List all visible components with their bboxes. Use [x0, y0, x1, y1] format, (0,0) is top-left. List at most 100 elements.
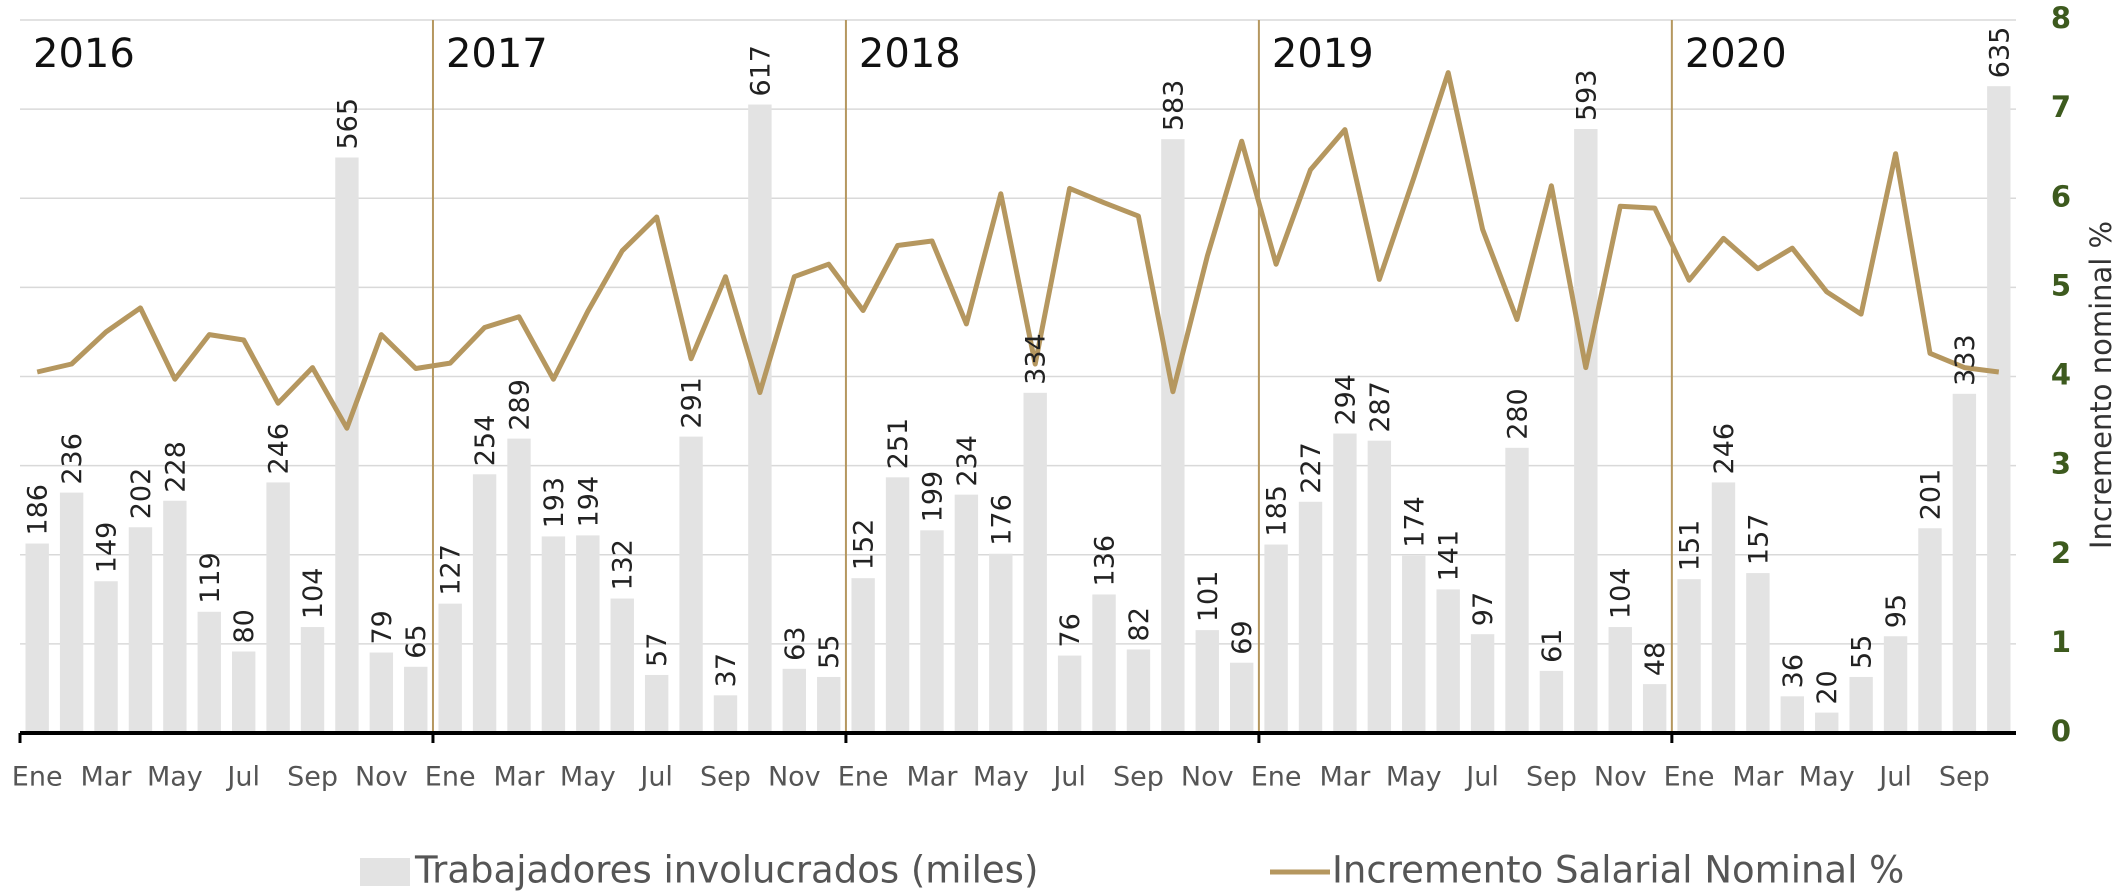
bar: [1264, 544, 1288, 733]
data-label: 127: [436, 544, 467, 596]
bar: [1815, 712, 1839, 733]
x-tick-label: May: [560, 762, 616, 793]
y2-tick-label: 1: [2051, 625, 2071, 659]
data-label: 617: [745, 45, 776, 97]
bar: [1023, 392, 1047, 733]
x-tick-label: Ene: [12, 762, 63, 793]
bar: [713, 695, 738, 733]
data-label: 202: [126, 468, 157, 520]
data-label: 254: [470, 415, 501, 467]
data-label: 246: [264, 423, 295, 475]
data-label: 132: [608, 539, 639, 591]
bar: [197, 611, 221, 733]
x-tick-label: Nov: [768, 762, 821, 793]
data-label: 37: [711, 653, 742, 687]
x-tick-label: Nov: [1181, 762, 1234, 793]
data-label: 65: [401, 624, 432, 658]
bar: [1057, 655, 1082, 733]
x-tick-label: Sep: [1939, 762, 1990, 793]
bar: [679, 436, 703, 733]
data-label: 61: [1537, 629, 1568, 663]
data-label: 101: [1193, 571, 1224, 623]
bar: [1539, 670, 1564, 733]
data-label: 199: [917, 471, 948, 523]
year-label: 2019: [1272, 31, 1374, 77]
y2-tick-label: 5: [2051, 268, 2071, 302]
x-tick-label: Mar: [494, 762, 546, 793]
data-label: 174: [1399, 496, 1430, 548]
data-label: 95: [1881, 594, 1912, 628]
bar: [1918, 528, 1942, 733]
x-tick-label: Nov: [355, 762, 408, 793]
data-label: 201: [1915, 469, 1946, 521]
x-tick-label: Jul: [1051, 762, 1086, 793]
x-tick-label: Jul: [1464, 762, 1499, 793]
x-tick-label: Jul: [1877, 762, 1912, 793]
data-label: 97: [1468, 592, 1499, 626]
bar: [1470, 634, 1495, 733]
x-tick-label: Sep: [700, 762, 751, 793]
legend-swatch: [360, 858, 410, 886]
bar: [369, 652, 394, 733]
data-label: 583: [1158, 80, 1189, 132]
bar: [438, 603, 462, 733]
bar: [1229, 662, 1254, 733]
bar: [507, 438, 531, 733]
data-label: 141: [1434, 530, 1465, 582]
data-label: 104: [298, 568, 329, 620]
bar: [885, 477, 910, 733]
data-label: 193: [539, 477, 570, 529]
x-tick-label: Jul: [638, 762, 673, 793]
x-tick-label: May: [1386, 762, 1442, 793]
legend-label: Incremento Salarial Nominal %: [1332, 849, 1904, 892]
data-label: 287: [1365, 381, 1396, 433]
data-label: 185: [1262, 485, 1293, 537]
x-tick-label: Mar: [1732, 762, 1784, 793]
bar: [1952, 393, 1977, 733]
y2-axis-title: Incremento nominal %: [2084, 221, 2116, 549]
bar: [1333, 433, 1357, 733]
bar: [954, 494, 979, 733]
data-label: 136: [1090, 535, 1121, 587]
bar: [817, 676, 841, 733]
bar: [163, 500, 187, 733]
bar: [1436, 589, 1460, 733]
bar: [1298, 501, 1323, 733]
data-label: 82: [1124, 607, 1155, 641]
data-label: 289: [505, 379, 536, 431]
data-label: 228: [160, 441, 191, 493]
bar: [989, 553, 1013, 733]
x-tick-label: Ene: [425, 762, 476, 793]
bar: [576, 535, 600, 733]
bar: [1883, 636, 1908, 733]
bar: [1505, 447, 1529, 733]
data-label: 119: [195, 552, 226, 604]
bar: [1711, 482, 1736, 733]
bar: [472, 474, 497, 733]
x-tick-label: Sep: [1113, 762, 1164, 793]
bar: [644, 674, 669, 733]
data-label: 69: [1227, 620, 1258, 654]
bar: [1161, 139, 1185, 733]
data-label: 294: [1330, 374, 1361, 426]
bar: [404, 666, 428, 733]
bar: [1126, 649, 1151, 733]
data-label: 334: [1021, 333, 1052, 385]
x-tick-label: Ene: [838, 762, 889, 793]
data-label: 280: [1503, 388, 1534, 440]
data-label: 246: [1709, 423, 1740, 475]
data-label: 234: [952, 435, 983, 487]
data-label: 57: [642, 633, 673, 667]
data-label: 55: [1847, 635, 1878, 669]
data-label: 20: [1812, 670, 1843, 704]
data-label: 186: [23, 484, 54, 536]
x-tick-label: Ene: [1664, 762, 1715, 793]
x-tick-label: May: [147, 762, 203, 793]
bar: [1746, 573, 1770, 733]
bar: [25, 543, 49, 733]
data-label: 593: [1571, 69, 1602, 121]
x-tick-label: Mar: [81, 762, 133, 793]
data-label: 236: [57, 433, 88, 485]
x-tick-label: May: [1799, 762, 1855, 793]
legend-label: Trabajadores involucrados (miles): [414, 849, 1038, 892]
